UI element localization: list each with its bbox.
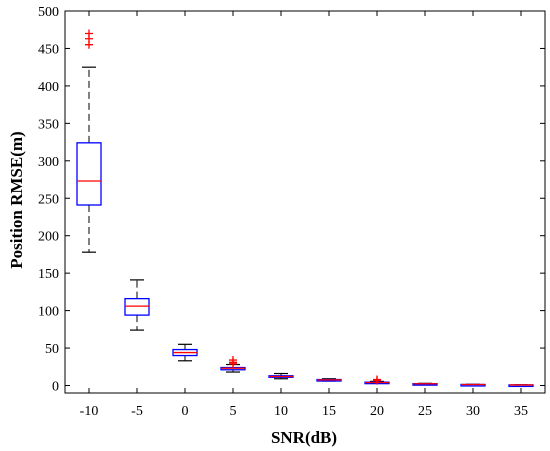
box xyxy=(124,297,150,316)
y-tick-label: 50 xyxy=(45,342,59,357)
plot-frame xyxy=(64,10,546,394)
box xyxy=(76,142,102,206)
outlier-marker xyxy=(229,356,237,365)
y-tick-label: 350 xyxy=(38,117,59,132)
outlier-marker xyxy=(373,375,381,384)
x-tick-label: 15 xyxy=(322,404,336,419)
y-tick-label: 150 xyxy=(38,267,59,282)
x-tick-label: -10 xyxy=(80,404,99,419)
y-tick-label: 200 xyxy=(38,230,59,245)
plot-area: 0 50 100 150 200 250 300 350 400 450 500 -10 -5 0 5 10 1… xyxy=(38,5,546,419)
x-tick-label: 10 xyxy=(274,404,288,419)
y-tick-label: 450 xyxy=(38,42,59,57)
y-axis-label: Position RMSE(m) xyxy=(7,131,26,268)
y-tick-label: 400 xyxy=(38,80,59,95)
x-tick-label: 35 xyxy=(514,404,528,419)
y-tick-label: 0 xyxy=(52,380,59,395)
y-tick-label: 250 xyxy=(38,192,59,207)
x-tick-label: -5 xyxy=(131,404,143,419)
x-tick-label: 20 xyxy=(370,404,384,419)
x-axis-label: SNR(dB) xyxy=(271,428,337,447)
x-tick-label: 30 xyxy=(466,404,480,419)
x-tick-label: 0 xyxy=(182,404,189,419)
y-tick-label: 300 xyxy=(38,155,59,170)
y-tick-label: 500 xyxy=(38,5,59,20)
outlier-marker xyxy=(85,29,93,38)
x-tick-label: 5 xyxy=(230,404,237,419)
x-tick-label: 25 xyxy=(418,404,432,419)
y-tick-label: 100 xyxy=(38,305,59,320)
